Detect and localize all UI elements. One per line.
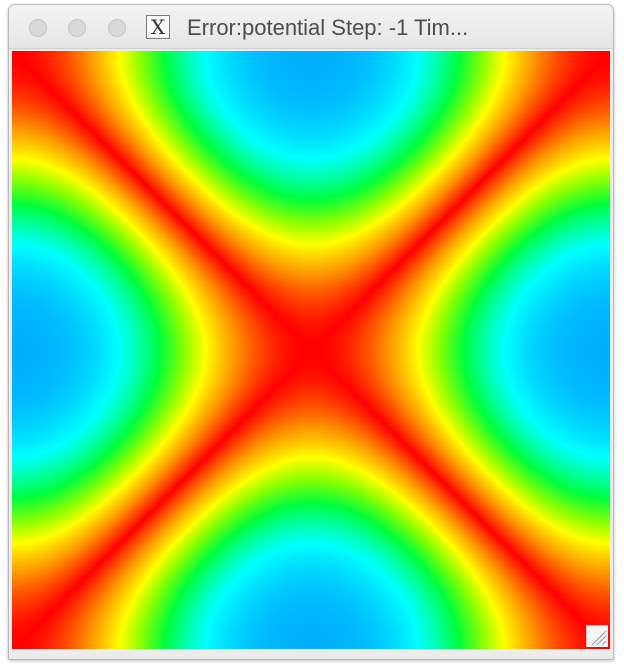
window-title: Error:potential Step: -1 Tim... [187,15,469,40]
potential-heatmap[interactable] [12,51,610,649]
resize-grip-icon[interactable] [586,625,608,647]
potential-plot-area[interactable] [12,51,610,649]
minimize-button[interactable] [68,19,86,37]
zoom-button[interactable] [108,19,126,37]
app-window: X Error:potential Step: -1 Tim... [8,4,614,660]
title-bar[interactable]: X Error:potential Step: -1 Tim... [9,5,613,49]
x11-icon: X [146,15,170,39]
close-button[interactable] [29,19,47,37]
